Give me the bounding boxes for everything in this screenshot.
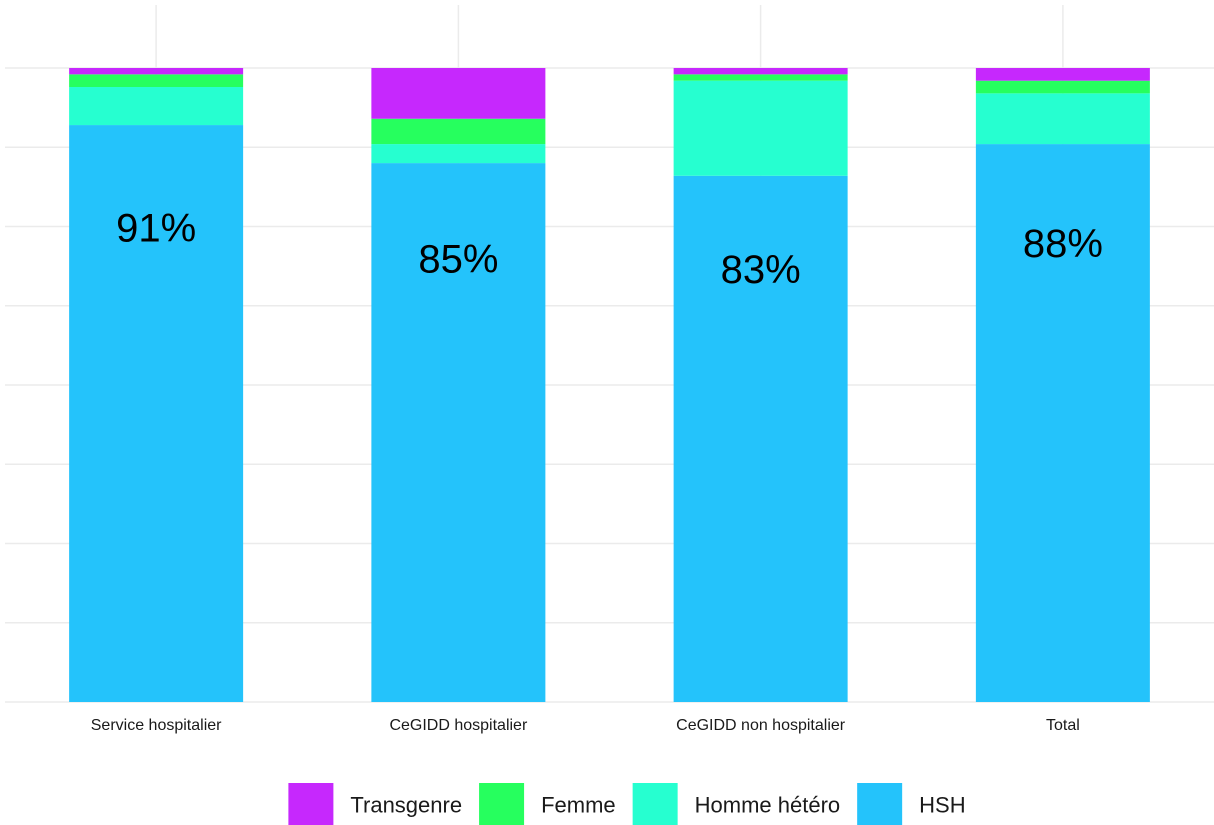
bar-segment-hsh bbox=[975, 144, 1150, 702]
legend-swatch bbox=[632, 783, 678, 825]
x-axis-ticks: Service hospitalier CeGIDD hospitalier CeG… bbox=[91, 717, 1080, 734]
bars bbox=[69, 68, 1150, 703]
bar-segment-femme bbox=[673, 74, 848, 81]
legend-label: HSH bbox=[919, 792, 965, 817]
bar-segment-hsh bbox=[673, 175, 848, 702]
legend-swatch bbox=[288, 783, 334, 825]
legend: Transgenre Femme Homme hétéro HSH bbox=[288, 783, 966, 825]
data-label: 88% bbox=[1023, 222, 1103, 266]
data-label: 83% bbox=[721, 248, 801, 292]
legend-item-femme: Femme bbox=[479, 783, 616, 825]
data-labels: 91% 85% 83% 88% bbox=[116, 206, 1103, 292]
legend-item-transgenre: Transgenre bbox=[288, 783, 462, 825]
legend-label: Homme hétéro bbox=[695, 792, 841, 817]
x-tick-label: CeGIDD hospitalier bbox=[389, 717, 528, 734]
x-tick-label: Total bbox=[1046, 717, 1080, 734]
bar-segment-homme-h-t-ro bbox=[69, 87, 244, 126]
legend-item-homme-h-t-ro: Homme hétéro bbox=[632, 783, 841, 825]
bar-segment-homme-h-t-ro bbox=[975, 93, 1150, 145]
legend-label: Femme bbox=[541, 792, 616, 817]
bar-segment-transgenre bbox=[975, 68, 1150, 81]
bar-segment-hsh bbox=[371, 163, 546, 703]
bar-segment-homme-h-t-ro bbox=[371, 144, 546, 164]
bar-segment-transgenre bbox=[673, 68, 848, 75]
legend-swatch bbox=[857, 783, 903, 825]
legend-item-hsh: HSH bbox=[857, 783, 966, 825]
bar-segment-femme bbox=[69, 74, 244, 88]
bar-segment-femme bbox=[975, 80, 1150, 94]
x-tick-label: Service hospitalier bbox=[91, 717, 222, 734]
bar-segment-transgenre bbox=[69, 68, 244, 75]
data-label: 85% bbox=[418, 238, 498, 282]
x-tick-label: CeGIDD non hospitalier bbox=[676, 717, 846, 734]
bar-segment-femme bbox=[371, 118, 546, 145]
legend-swatch bbox=[479, 783, 525, 825]
legend-label: Transgenre bbox=[350, 792, 462, 817]
bar-segment-transgenre bbox=[371, 68, 546, 119]
bar-segment-homme-h-t-ro bbox=[673, 80, 848, 176]
bar-segment-hsh bbox=[69, 125, 244, 702]
data-label: 91% bbox=[116, 206, 196, 250]
